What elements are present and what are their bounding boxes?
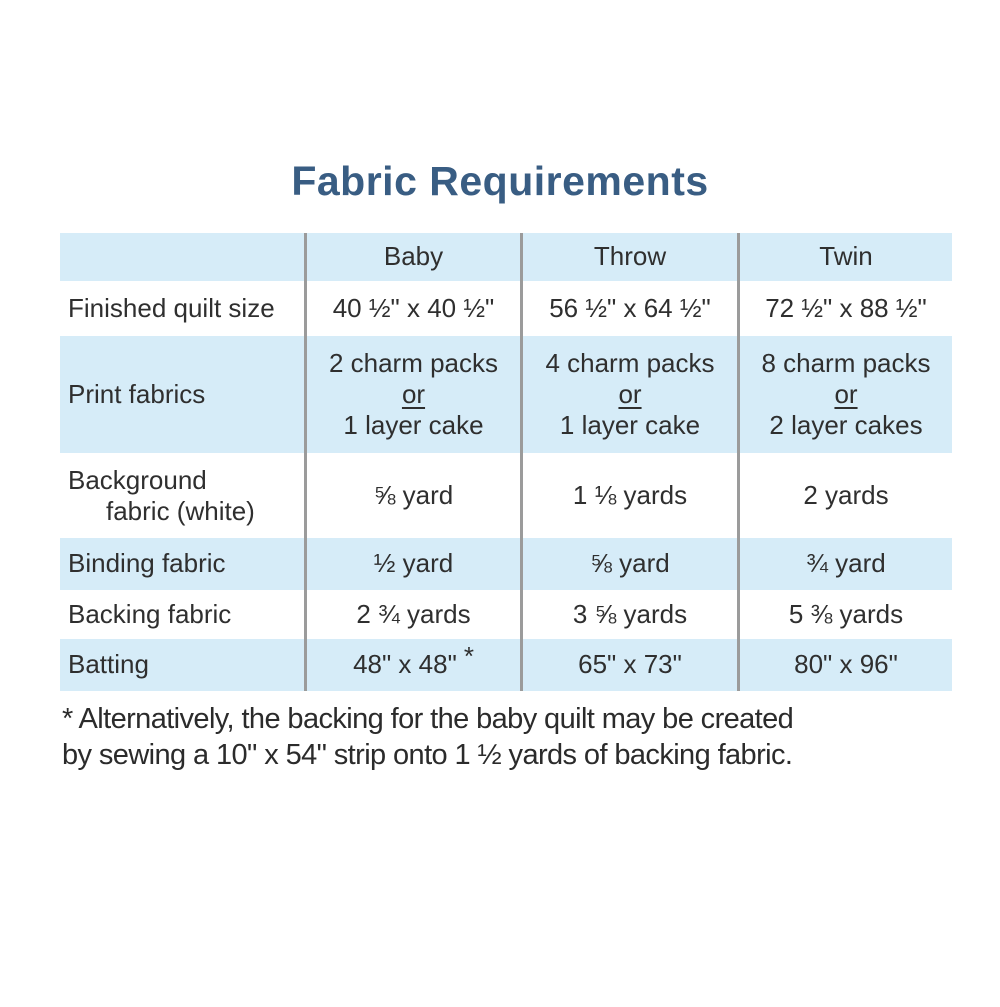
print-twin-line1: 8 charm packs: [761, 348, 931, 378]
background-label-line2: fabric (white): [106, 495, 255, 526]
cell-backing-fabric-baby: 2 ¾ yards: [304, 590, 520, 639]
header-blank-cell: [60, 233, 304, 281]
page-title: Fabric Requirements: [291, 158, 709, 204]
print-throw-line2: 1 layer cake: [559, 410, 701, 440]
column-header-baby: Baby: [304, 233, 520, 281]
cell-batting-throw: 65" x 73": [520, 639, 737, 691]
footnote-line2: by sewing a 10" x 54" strip onto 1 ½ yar…: [62, 739, 793, 771]
row-label-backing-fabric: Backing fabric: [68, 598, 232, 629]
print-throw-line1: 4 charm packs: [545, 348, 715, 378]
batting-baby-value: 48" x 48": [353, 649, 457, 680]
print-twin-line2: 2 layer cakes: [769, 410, 923, 440]
cell-binding-fabric-twin: ¾ yard: [737, 538, 952, 590]
cell-binding-fabric-baby: ½ yard: [304, 538, 520, 590]
column-header-twin: Twin: [737, 233, 952, 281]
row-label-background-fabric: Background fabric (white): [60, 453, 304, 538]
print-baby-or: or: [401, 379, 426, 409]
print-twin-or: or: [834, 379, 858, 409]
cell-batting-baby: 48" x 48" *: [304, 639, 520, 691]
cell-background-fabric-baby: ⅝ yard: [304, 453, 520, 538]
cell-finished-size-twin: 72 ½" x 88 ½": [737, 281, 952, 336]
row-label-binding-fabric: Binding fabric: [60, 538, 304, 590]
print-baby-line1: 2 charm packs: [328, 348, 499, 378]
cell-binding-fabric-throw: ⅝ yard: [520, 538, 737, 590]
footnote-line1: * Alternatively, the backing for the bab…: [62, 703, 794, 735]
cell-backing-fabric-twin: 5 ⅜ yards: [737, 590, 952, 639]
row-label-batting: Batting: [60, 639, 304, 691]
cell-print-fabrics-throw: 4 charm packs or 1 layer cake: [520, 336, 737, 453]
cell-background-fabric-throw: 1 ⅛ yards: [520, 453, 737, 538]
cell-finished-size-baby: 40 ½" x 40 ½": [304, 281, 520, 336]
cell-batting-twin: 80" x 96": [737, 639, 952, 691]
cell-background-fabric-twin: 2 yards: [737, 453, 952, 538]
cell-print-fabrics-baby: 2 charm packs or 1 layer cake: [304, 336, 520, 453]
cell-finished-size-throw: 56 ½" x 64 ½": [520, 281, 737, 336]
row-label-finished-quilt-size: Finished quilt size: [68, 292, 275, 323]
print-baby-line2: 1 layer cake: [343, 410, 484, 440]
fabric-requirements-table: Baby Throw Twin Finished quilt size 40 ½…: [60, 233, 952, 691]
print-throw-or: or: [618, 379, 642, 409]
column-header-throw: Throw: [520, 233, 737, 281]
row-label-print-fabrics: Print fabrics: [60, 336, 304, 453]
background-label-line1: Background: [68, 464, 207, 495]
footnote: * Alternatively, the backing for the bab…: [62, 701, 962, 773]
cell-backing-fabric-throw: 3 ⅝ yards: [520, 590, 737, 639]
batting-baby-asterisk: *: [463, 641, 474, 672]
cell-print-fabrics-twin: 8 charm packs or 2 layer cakes: [737, 336, 952, 453]
